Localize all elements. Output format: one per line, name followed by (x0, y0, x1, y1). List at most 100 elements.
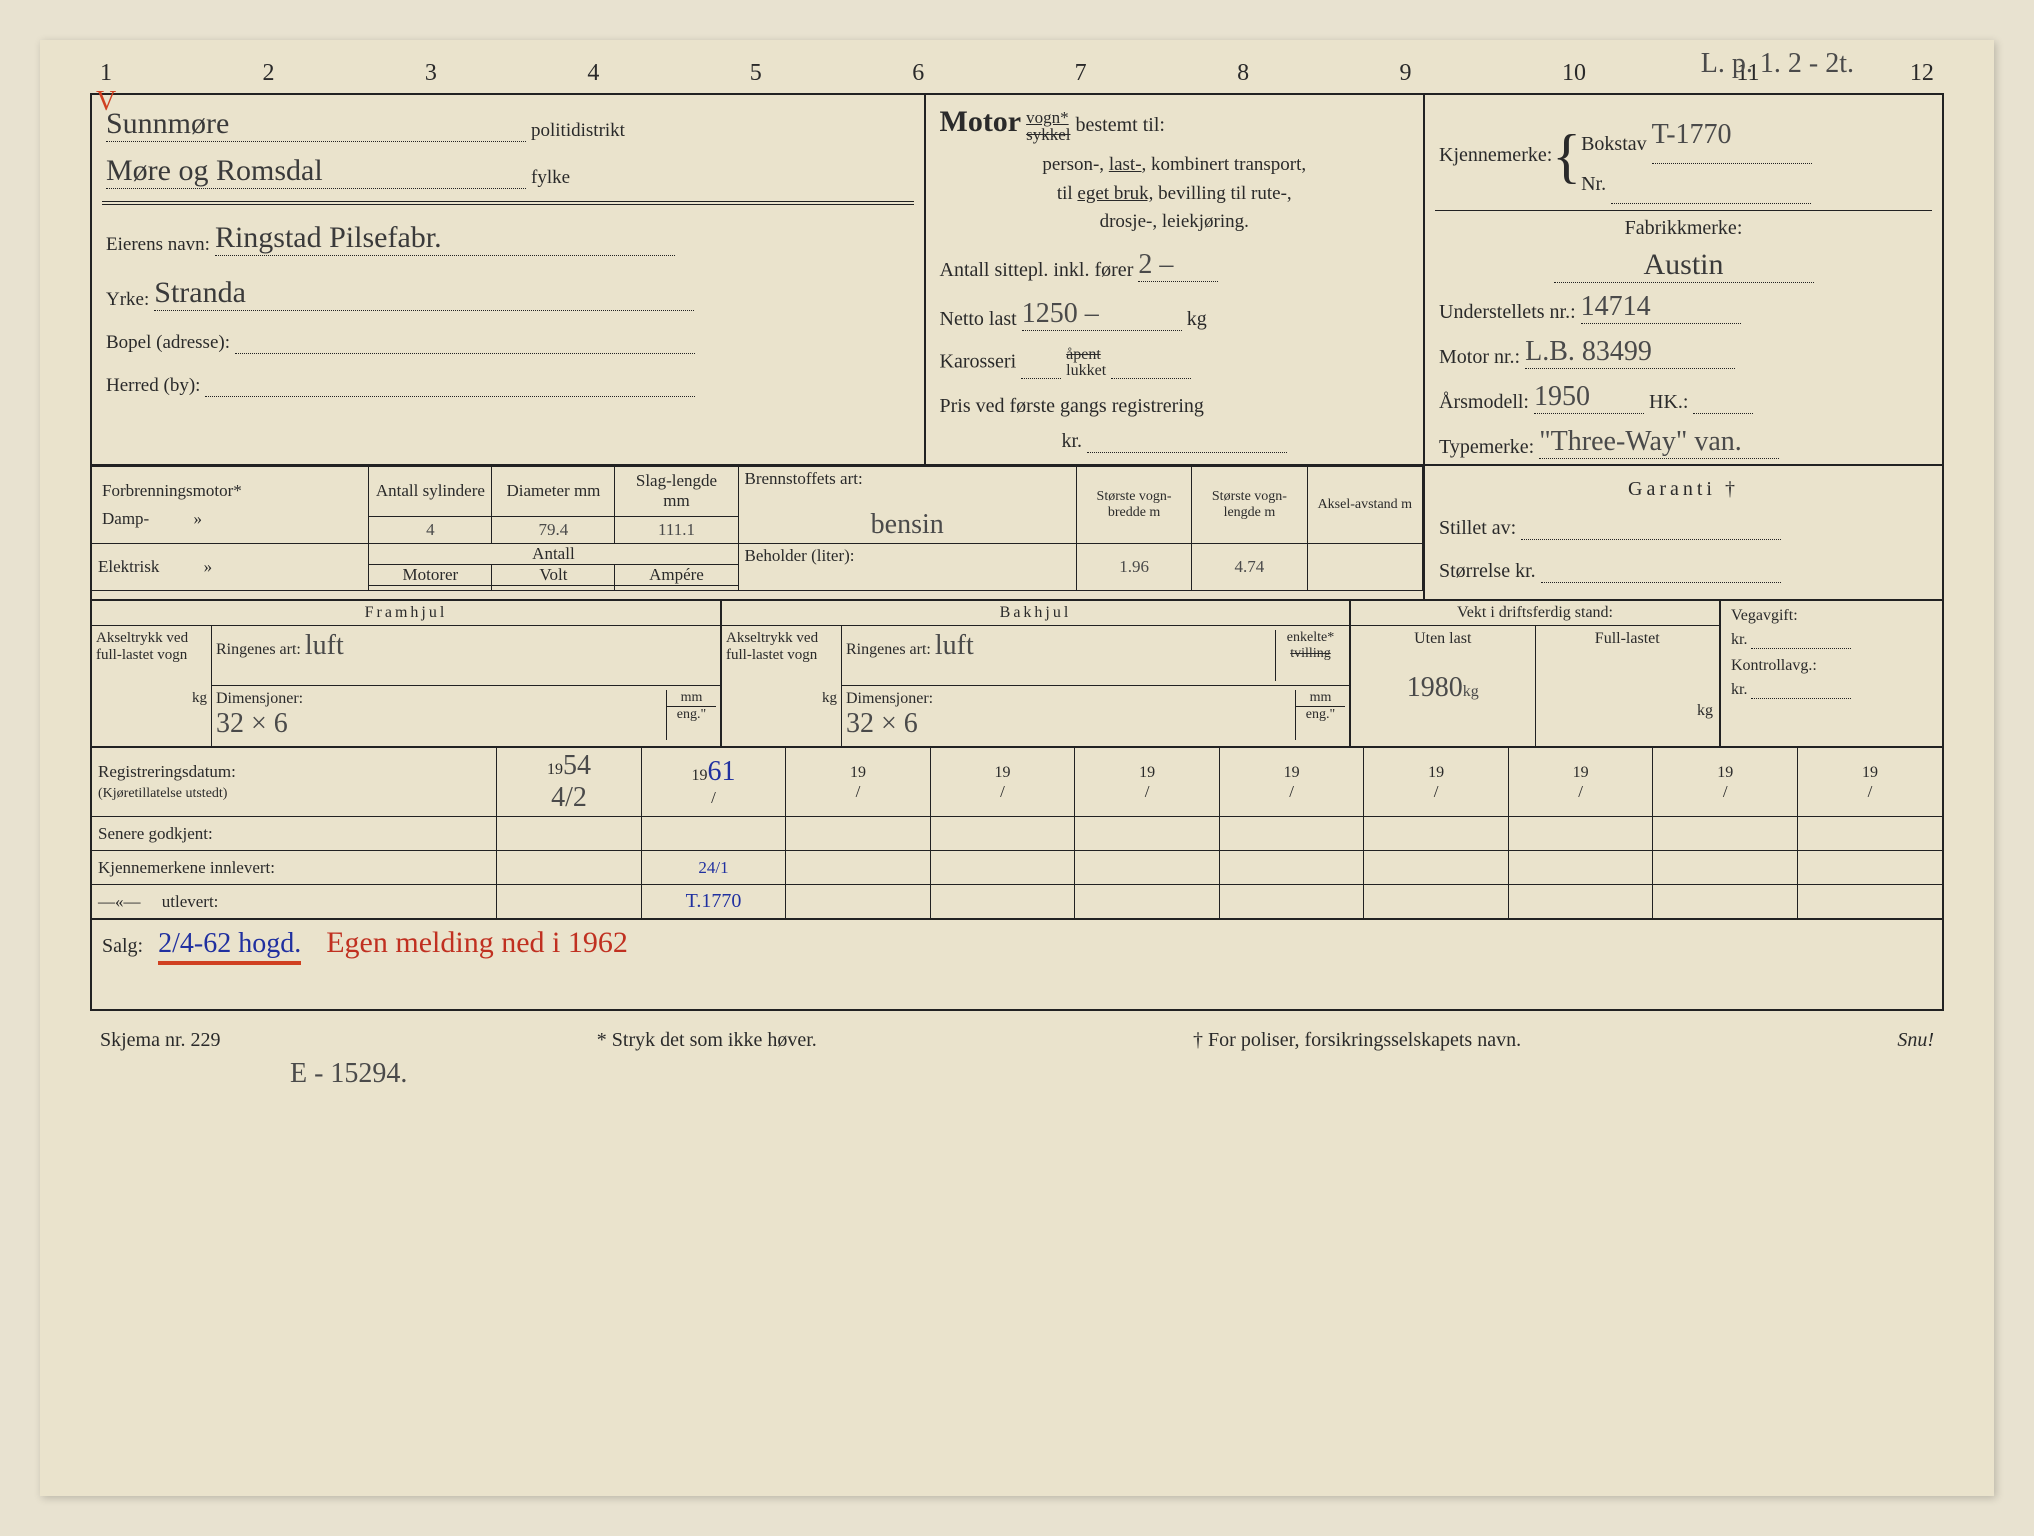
framhjul-title: Framhjul (92, 601, 720, 626)
ruler-5: 5 (750, 60, 762, 87)
sub-motorer: Motorer (369, 565, 492, 585)
aksel-fram-label: Akseltrykk ved full-lastet vogn (96, 630, 188, 663)
y1: 54 (563, 750, 591, 781)
motor-sykkel: sykkel (1026, 125, 1070, 144)
ruler-2: 2 (262, 60, 274, 87)
pris-label: Pris ved første gangs registrering (940, 395, 1204, 417)
nr-value (1611, 203, 1811, 204)
netto-value: 1250 – (1022, 298, 1182, 331)
utlevert-label: utlevert: (162, 892, 219, 911)
aar-label: Årsmodell: (1439, 391, 1529, 413)
brenn-value: bensin (745, 489, 1070, 541)
sitte-label: Antall sittepl. inkl. fører (940, 259, 1134, 281)
motornr-value: L.B. 83499 (1525, 336, 1735, 369)
veg-title: Vegavgift: (1731, 607, 1932, 625)
h-syl: Antall sylindere (369, 467, 492, 517)
snu: Snu! (1897, 1029, 1934, 1052)
herred-label: Herred (by): (106, 375, 200, 396)
ruler-6: 6 (912, 60, 924, 87)
aksel-bak-label: Akseltrykk ved full-lastet vogn (726, 630, 818, 663)
eier-value: Ringstad Pilsefabr. (215, 221, 675, 256)
engine-table: Forbrenningsmotor* Damp- » Antall sylind… (92, 466, 1423, 591)
ruler-8: 8 (1237, 60, 1249, 87)
syl-value: 4 (369, 516, 492, 544)
nr-label: Nr. (1581, 173, 1606, 195)
ruler-10: 10 (1562, 60, 1586, 87)
garanti-title: Garanti † (1435, 472, 1932, 507)
antall-label: Antall (369, 544, 737, 565)
ruler: 1 2 3 4 5 6 7 8 9 10 11 12 (90, 60, 1944, 93)
dim-bak-label: Dimensjoner: (846, 690, 933, 707)
dim-fram-value: 32 × 6 (216, 708, 288, 739)
sub-volt: Volt (492, 565, 615, 585)
yrke-label: Yrke: (106, 289, 149, 310)
type-value: "Three-Way" van. (1539, 426, 1779, 459)
footnote-dagger: † For poliser, forsikringsselskapets nav… (1193, 1029, 1521, 1052)
ruler-7: 7 (1075, 60, 1087, 87)
damp-label: Damp- (102, 509, 149, 528)
yrke-value: Stranda (154, 276, 694, 311)
kaross-lukket: lukket (1066, 362, 1106, 379)
motor-title: Motor (940, 105, 1022, 138)
uten-label: Uten last (1351, 626, 1535, 652)
innlevert-value: 24/1 (641, 851, 786, 885)
skjema-nr: Skjema nr. 229 (100, 1029, 221, 1052)
fabrikk-value: Austin (1554, 248, 1814, 283)
ring-bak-value: luft (935, 630, 974, 661)
herred-value (205, 396, 695, 397)
reg-label: Registreringsdatum: (98, 762, 236, 781)
bopel-label: Bopel (adresse): (106, 332, 230, 353)
bokstav-label: Bokstav (1581, 133, 1647, 155)
motor-bestemt: bestemt til: (1076, 114, 1165, 136)
beholder-label: Beholder (liter): (738, 544, 1076, 591)
uten-value: 1980 (1407, 672, 1463, 703)
bakhjul-title: Bakhjul (722, 601, 1349, 626)
enkelte: enkelte* (1276, 630, 1345, 646)
hk-label: HK.: (1649, 391, 1688, 413)
forbr-label: Forbrenningsmotor* (98, 477, 362, 505)
pris-kr: kr. (1061, 430, 1082, 452)
h-dia: Diameter mm (492, 467, 615, 517)
politidistrikt-value: Sunnmøre (106, 107, 526, 142)
arrow: —«— (98, 892, 141, 911)
kg-bak: kg (726, 664, 837, 707)
kg-fram: kg (96, 664, 207, 707)
form-frame: Sunnmøre politidistrikt Møre og Romsdal … (90, 93, 1944, 1011)
dim-fram-label: Dimensjoner: (216, 690, 303, 707)
ruler-3: 3 (425, 60, 437, 87)
tvilling: tvilling (1276, 646, 1345, 662)
reg-sub: (Kjøretillatelse utstedt) (98, 786, 227, 801)
politidistrikt-label: politidistrikt (531, 120, 625, 141)
h-bredde: Største vogn-bredde m (1083, 489, 1185, 521)
h-aksel: Aksel-avstand m (1314, 497, 1416, 513)
footnote-star: * Stryk det som ikke høver. (597, 1029, 817, 1052)
dia-value: 79.4 (492, 516, 615, 544)
elek-label: Elektrisk (98, 557, 159, 576)
h-brenn: Brennstoffets art: (745, 469, 1070, 489)
h-lengde: Største vogn-lengde m (1198, 489, 1300, 521)
salg-blue: 2/4-62 hogd. (158, 928, 301, 965)
salg-label: Salg: (102, 935, 143, 957)
understell-value: 14714 (1581, 291, 1741, 324)
akselav-value (1307, 544, 1422, 591)
stor-label: Størrelse kr. (1439, 560, 1536, 582)
sitte-value: 2 – (1138, 249, 1218, 282)
innlevert-label: Kjennemerkene innlevert: (92, 851, 497, 885)
footer: Skjema nr. 229 * Stryk det som ikke høve… (90, 1011, 1944, 1052)
hk-value (1693, 413, 1753, 414)
netto-unit: kg (1187, 308, 1207, 330)
bottom-annotation: E - 15294. (90, 1052, 1944, 1090)
eier-label: Eierens navn: (106, 234, 210, 255)
vekt-title: Vekt i driftsferdig stand: (1351, 601, 1719, 626)
ring-fram-value: luft (305, 630, 344, 661)
senere-label: Senere godkjent: (92, 817, 497, 851)
lengde-value: 4.74 (1192, 544, 1307, 591)
type-label: Typemerke: (1439, 436, 1534, 458)
bokstav-value: T-1770 (1652, 107, 1812, 164)
ruler-9: 9 (1400, 60, 1412, 87)
ruler-4: 4 (587, 60, 599, 87)
motornr-label: Motor nr.: (1439, 346, 1520, 368)
full-label: Full-lastet (1536, 626, 1720, 652)
bredde-value: 1.96 (1076, 544, 1191, 591)
bopel-value (235, 353, 695, 354)
